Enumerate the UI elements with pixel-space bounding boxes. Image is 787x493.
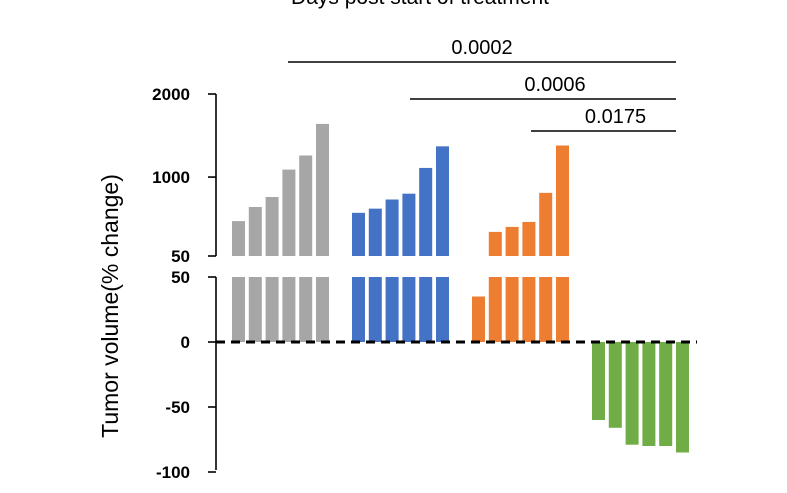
- bar-upper-part: [352, 212, 365, 256]
- y-axis-label: Tumor volume(% change): [97, 174, 123, 438]
- bar-lower-part: [368, 277, 382, 342]
- bar-upper-part: [265, 197, 279, 256]
- bar-lower-part: [522, 277, 536, 342]
- bar-upper-part: [368, 208, 382, 256]
- bar-lower-part: [402, 277, 416, 342]
- bar-upper-part: [282, 169, 296, 256]
- bar-lower-part: [436, 277, 449, 342]
- bar-upper-part: [522, 221, 536, 256]
- chart-title: Days post start of treatment: [291, 0, 549, 9]
- y-tick-label: 50: [171, 268, 190, 287]
- bar-upper-part: [436, 146, 449, 256]
- bar-lower-part: [248, 277, 262, 342]
- bar-lower-part: [282, 277, 296, 342]
- y-tick-label: 0: [181, 333, 190, 352]
- y-tick-label: 2000: [152, 85, 190, 104]
- bar-upper-part: [419, 167, 433, 256]
- bar-upper-part: [505, 226, 519, 256]
- bar-upper-part: [539, 192, 553, 256]
- bar: [472, 296, 485, 342]
- bar: [625, 342, 639, 445]
- bar-lower-part: [232, 277, 245, 342]
- bar-upper-part: [232, 221, 245, 256]
- bar-upper-part: [316, 123, 329, 257]
- p-value-label: 0.0002: [451, 37, 512, 59]
- bar: [676, 342, 689, 453]
- bar-lower-part: [316, 277, 329, 342]
- p-value-label: 0.0006: [524, 74, 585, 96]
- bar-upper-part: [488, 231, 502, 256]
- y-tick-label: 50: [171, 247, 190, 266]
- y-tick-label: 1000: [152, 168, 190, 187]
- y-tick-label: -100: [156, 463, 190, 482]
- p-value-label: 0.0175: [585, 106, 646, 128]
- bar: [659, 342, 673, 446]
- bar-lower-part: [419, 277, 433, 342]
- bar-upper-part: [556, 145, 569, 256]
- y-tick-label: -50: [165, 398, 190, 417]
- bar: [592, 342, 605, 420]
- bar-lower-part: [352, 277, 365, 342]
- bar-lower-part: [556, 277, 569, 342]
- bar-lower-part: [299, 277, 313, 342]
- bar-upper-part: [248, 206, 262, 256]
- bar-upper-part: [385, 199, 399, 256]
- bar-upper-part: [299, 155, 313, 256]
- bar-lower-part: [385, 277, 399, 342]
- bar: [642, 342, 656, 446]
- bar-lower-part: [488, 277, 502, 342]
- bar-lower-part: [265, 277, 279, 342]
- bar: [608, 342, 622, 428]
- bar-lower-part: [505, 277, 519, 342]
- bar-upper-part: [402, 193, 416, 256]
- bars: [216, 123, 697, 453]
- y-axis: 2000 1000 50 50 0 -50 -100: [152, 85, 217, 482]
- bar-lower-part: [539, 277, 553, 342]
